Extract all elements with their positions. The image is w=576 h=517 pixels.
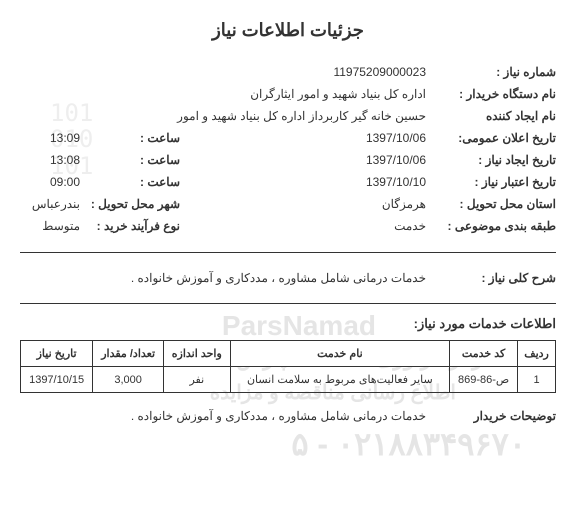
valid-date-value: 1397/10/10 <box>180 175 426 189</box>
valid-time-label: ساعت : <box>80 175 180 189</box>
page-title: جزئیات اطلاعات نیاز <box>20 20 556 41</box>
need-number-value: 11975209000023 <box>20 65 426 79</box>
td-unit: نفر <box>164 367 231 393</box>
buyer-org-label: نام دستگاه خریدار : <box>426 87 556 101</box>
th-qty: تعداد/ مقدار <box>93 341 164 367</box>
divider <box>20 252 556 253</box>
th-row: ردیف <box>518 341 556 367</box>
td-date: 1397/10/15 <box>21 367 93 393</box>
th-date: تاریخ نیاز <box>21 341 93 367</box>
services-table: ردیف کد خدمت نام خدمت واحد اندازه تعداد/… <box>20 340 556 393</box>
announce-date-label: تاریخ اعلان عمومی: <box>426 131 556 145</box>
td-row: 1 <box>518 367 556 393</box>
valid-date-label: تاریخ اعتبار نیاز : <box>426 175 556 189</box>
purchase-type-label: نوع فرآیند خرید : <box>80 219 180 233</box>
province-value: هرمزگان <box>180 197 426 211</box>
td-code: ص-86-869 <box>450 367 518 393</box>
td-qty: 3,000 <box>93 367 164 393</box>
creator-label: نام ایجاد کننده <box>426 109 556 123</box>
divider <box>20 303 556 304</box>
table-row: 1 ص-86-869 سایر فعالیت‌های مربوط به سلام… <box>21 367 556 393</box>
create-date-label: تاریخ ایجاد نیاز : <box>426 153 556 167</box>
valid-time-value: 09:00 <box>20 175 80 189</box>
th-unit: واحد اندازه <box>164 341 231 367</box>
summary-text: خدمات درمانی شامل مشاوره ، مددکاری و آمو… <box>20 271 426 285</box>
announce-time-value: 13:09 <box>20 131 80 145</box>
announce-time-label: ساعت : <box>80 131 180 145</box>
announce-date-value: 1397/10/06 <box>180 131 426 145</box>
purchase-type-value: متوسط <box>20 219 80 233</box>
buyer-notes-text: خدمات درمانی شامل مشاوره ، مددکاری و آمو… <box>20 409 426 423</box>
th-name: نام خدمت <box>230 341 450 367</box>
buyer-notes-label: توضیحات خریدار <box>426 409 556 423</box>
creator-value: حسین خانه گیر کاربرداز اداره کل بنیاد شه… <box>20 109 426 123</box>
summary-label: شرح کلی نیاز : <box>426 271 556 285</box>
create-time-value: 13:08 <box>20 153 80 167</box>
buyer-org-value: اداره کل بنیاد شهید و امور ایثارگران <box>20 87 426 101</box>
watermark-phone: ۰۲۱۸۸۳۴۹۶۷۰ - ۵ <box>291 425 526 463</box>
province-label: استان محل تحویل : <box>426 197 556 211</box>
subject-class-value: خدمت <box>180 219 426 233</box>
city-value: بندرعباس <box>20 197 80 211</box>
need-number-label: شماره نیاز : <box>426 65 556 79</box>
services-section-title: اطلاعات خدمات مورد نیاز: <box>20 316 556 332</box>
subject-class-label: طبقه بندی موضوعی : <box>426 219 556 233</box>
create-time-label: ساعت : <box>80 153 180 167</box>
td-name: سایر فعالیت‌های مربوط به سلامت انسان <box>230 367 450 393</box>
th-code: کد خدمت <box>450 341 518 367</box>
city-label: شهر محل تحویل : <box>80 197 180 211</box>
create-date-value: 1397/10/06 <box>180 153 426 167</box>
